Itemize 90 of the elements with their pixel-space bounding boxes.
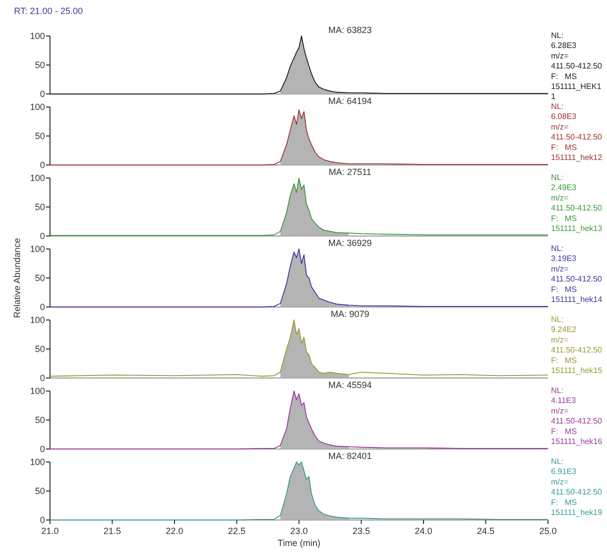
y-tick-label: 100: [30, 244, 45, 254]
text: F: MS: [551, 356, 577, 365]
line-series: [50, 248, 548, 308]
y-tick-label: 50: [34, 273, 45, 284]
text: MA: 27511: [328, 167, 372, 177]
text: F: MS: [551, 142, 577, 152]
y-tick-label: 50: [34, 202, 45, 212]
y-tick-label: 100: [30, 315, 45, 326]
y-tick-label: 0: [40, 231, 45, 242]
text: F: MS: [551, 498, 577, 507]
x-tick-label: 25.0: [539, 526, 557, 536]
text: 4.11E3: [551, 396, 576, 406]
y-axis-title: Relative Abundance: [12, 238, 22, 318]
text: 151111_HEK1: [551, 82, 602, 91]
y-tick-label: 0: [40, 444, 45, 454]
y-tick-label: 50: [34, 60, 45, 70]
y-tick-label: 100: [30, 457, 45, 468]
y-tick-label: 0: [40, 302, 45, 312]
y-tick-label: 0: [40, 373, 45, 384]
x-tick-label: 22.5: [228, 526, 246, 536]
text: NL:: [551, 173, 564, 182]
text: 6.91E3: [551, 467, 577, 476]
text: 411.50-412.50: [551, 488, 603, 497]
text: m/z=: [551, 51, 569, 60]
text: 411.50-412.50: [551, 416, 603, 426]
text: F: MS: [551, 426, 577, 436]
line-series: [50, 390, 548, 450]
text: m/z=: [551, 193, 569, 202]
line-series: [50, 462, 548, 520]
y-tick-label: 100: [30, 173, 45, 184]
x-tick-label: 23.0: [290, 526, 308, 536]
text: m/z=: [551, 122, 569, 132]
text: m/z=: [551, 477, 569, 486]
x-tick-label: 23.5: [352, 526, 370, 536]
y-tick-label: 0: [40, 515, 45, 526]
text: MA: 36929: [328, 238, 372, 248]
line-series: [50, 36, 548, 94]
text: NL:: [551, 386, 564, 395]
text: 151111_hek16: [551, 437, 603, 446]
text: 151111_hek19: [551, 508, 603, 517]
text: 2.49E3: [551, 183, 577, 192]
text: NL:: [551, 457, 564, 466]
x-tick-label: 22.0: [166, 526, 184, 536]
text: 6.08E3: [551, 112, 577, 122]
line-series: [50, 178, 548, 236]
text: m/z=: [551, 406, 569, 416]
line-series: [50, 109, 548, 166]
text: NL:: [551, 31, 564, 40]
chart-title: RT: 21.00 - 25.00: [14, 6, 83, 16]
text: 151111_hek12: [551, 153, 603, 162]
text: m/z=: [551, 264, 569, 274]
text: F: MS: [551, 214, 577, 223]
text: 151111_hek13: [551, 224, 603, 233]
text: F: MS: [551, 284, 577, 294]
x-axis-title: Time (min): [278, 538, 320, 548]
text: m/z=: [551, 335, 569, 344]
text: F: MS: [551, 72, 577, 81]
text: MA: 82401: [328, 451, 372, 461]
text: 9.24E2: [551, 325, 577, 334]
text: MA: 64194: [328, 96, 372, 106]
x-tick-label: 24.5: [476, 526, 495, 536]
x-tick-label: 24.0: [414, 526, 432, 536]
y-tick-label: 50: [34, 131, 45, 142]
y-tick-label: 100: [30, 102, 45, 112]
text: 1: [551, 92, 556, 102]
text: NL:: [551, 102, 564, 111]
y-tick-label: 100: [30, 31, 45, 42]
text: 411.50-412.50: [551, 132, 603, 142]
text: 6.28E3: [551, 41, 577, 50]
text: 3.19E3: [551, 254, 577, 264]
line-series: [50, 320, 548, 377]
y-tick-label: 50: [34, 486, 45, 496]
text: MA: 63823: [328, 25, 372, 35]
y-tick-label: 50: [34, 415, 45, 426]
y-tick-label: 0: [40, 160, 45, 170]
y-tick-label: 50: [34, 344, 45, 354]
x-tick-label: 21.5: [103, 526, 122, 536]
y-tick-label: 100: [30, 386, 45, 396]
text: 411.50-412.50: [551, 62, 603, 71]
y-tick-label: 0: [40, 89, 45, 100]
text: 411.50-412.50: [551, 204, 603, 213]
text: 411.50-412.50: [551, 274, 603, 284]
text: NL:: [551, 244, 564, 253]
text: 411.50-412.50: [551, 346, 603, 355]
text: MA: 9079: [330, 309, 370, 319]
text: NL:: [551, 315, 564, 324]
x-tick-label: 21.0: [41, 526, 59, 536]
text: 151111_hek14: [551, 295, 603, 304]
text: MA: 45594: [328, 380, 372, 390]
text: 151111_hek15: [551, 366, 603, 375]
